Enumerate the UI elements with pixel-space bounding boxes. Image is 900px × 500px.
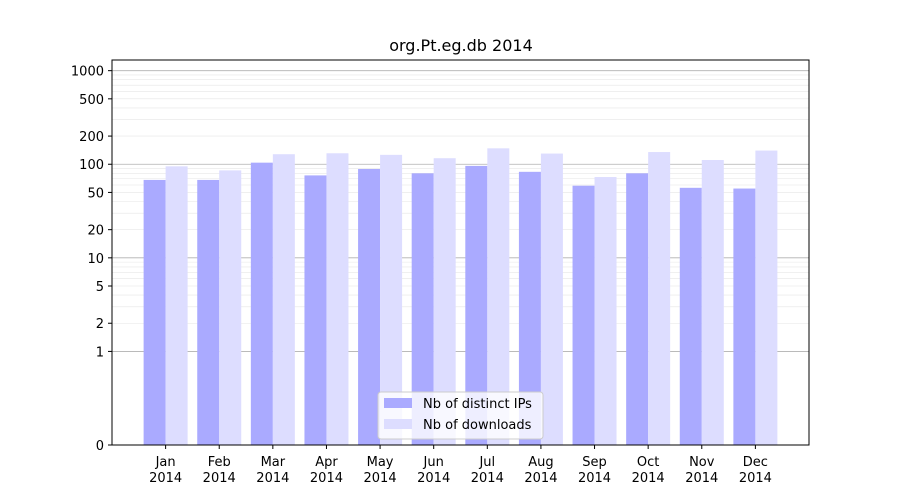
bar-downloads <box>380 154 403 445</box>
legend-frame <box>377 391 544 440</box>
bar-distinct-ips <box>518 171 541 445</box>
x-tick-label-year: 2014 <box>256 471 289 486</box>
y-tick-label: 100 <box>79 158 104 173</box>
bar-downloads <box>165 166 188 445</box>
bar-distinct-ips <box>143 179 166 445</box>
x-tick-label-year: 2014 <box>149 471 182 486</box>
bar-downloads <box>272 154 295 446</box>
x-tick-label-year: 2014 <box>203 471 236 486</box>
x-tick-label-month: Mar <box>261 455 286 470</box>
y-tick-label: 1000 <box>71 65 104 80</box>
bar-distinct-ips <box>304 175 327 445</box>
bar-distinct-ips <box>250 162 273 445</box>
x-tick-label-month: Feb <box>208 455 231 470</box>
x-tick-label-year: 2014 <box>578 471 611 486</box>
y-axis: 0 1 2 5 10 20 50 100 200 500 1000 <box>71 65 112 454</box>
x-axis: Jan2014Feb2014Mar2014Apr2014May2014Jun20… <box>149 445 772 486</box>
y-tick-label: 200 <box>79 130 104 145</box>
bar-distinct-ips <box>465 165 488 445</box>
x-tick-label-year: 2014 <box>417 471 450 486</box>
bar-downloads <box>219 170 242 445</box>
bar-downloads <box>594 177 617 446</box>
bar-downloads <box>326 153 349 445</box>
legend-label-downloads: Nb of downloads <box>423 418 532 433</box>
y-tick-label: 50 <box>87 186 104 201</box>
x-tick-label-month: Dec <box>743 455 768 470</box>
bar-downloads <box>540 153 563 446</box>
chart-title: org.Pt.eg.db 2014 <box>389 36 533 55</box>
bar-distinct-ips <box>358 168 381 445</box>
legend: Nb of distinct IPs Nb of downloads <box>377 391 544 440</box>
y-tick-label: 1 <box>96 345 104 360</box>
x-tick-label-month: Oct <box>637 455 659 470</box>
y-tick-label: 500 <box>79 93 104 108</box>
x-tick-label-month: Jan <box>155 455 176 470</box>
bar-distinct-ips <box>572 185 595 446</box>
x-tick-label-year: 2014 <box>364 471 397 486</box>
y-tick-label: 0 <box>96 439 104 454</box>
bar-distinct-ips <box>197 179 220 445</box>
x-tick-label-year: 2014 <box>524 471 557 486</box>
x-tick-label-year: 2014 <box>471 471 504 486</box>
bars <box>143 148 778 446</box>
bar-downloads <box>487 148 510 446</box>
x-tick-label-month: Jul <box>478 455 495 470</box>
x-tick-label-month: Sep <box>582 455 607 470</box>
bar-distinct-ips <box>411 173 434 445</box>
y-tick-label: 2 <box>96 317 104 332</box>
bar-downloads <box>701 160 724 445</box>
bar-downloads <box>648 152 671 445</box>
bar-downloads <box>433 158 456 446</box>
legend-swatch-distinct-ips <box>384 398 412 408</box>
bar-distinct-ips <box>679 187 702 445</box>
plot-frame <box>111 59 810 446</box>
x-tick-label-month: Apr <box>315 455 338 470</box>
bar-distinct-ips <box>626 173 649 445</box>
bar-distinct-ips <box>733 188 756 445</box>
x-tick-label-month: Nov <box>689 455 715 470</box>
legend-label-distinct-ips: Nb of distinct IPs <box>423 397 532 412</box>
x-tick-label-month: May <box>367 455 394 470</box>
y-tick-label: 5 <box>96 280 104 295</box>
x-tick-label-month: Jun <box>423 455 444 470</box>
y-tick-label: 10 <box>87 252 104 267</box>
x-tick-label-year: 2014 <box>739 471 772 486</box>
x-tick-label-year: 2014 <box>632 471 665 486</box>
x-tick-label-year: 2014 <box>310 471 343 486</box>
legend-swatch-downloads <box>384 419 412 429</box>
x-tick-label-month: Aug <box>528 455 553 470</box>
x-tick-label-year: 2014 <box>685 471 718 486</box>
bar-downloads <box>755 150 778 445</box>
y-tick-label: 20 <box>87 224 104 239</box>
